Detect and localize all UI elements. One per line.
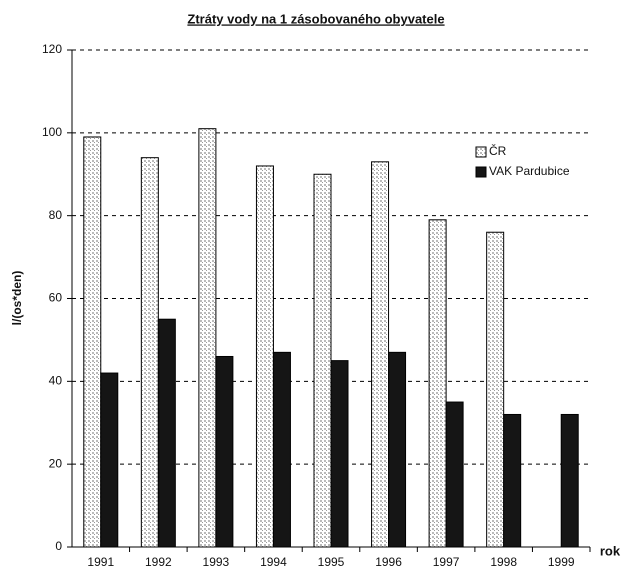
x-tick-label: 1995 (318, 555, 345, 569)
chart-title: Ztráty vody na 1 zásobovaného obyvatele (187, 11, 444, 26)
bar (198, 128, 217, 548)
legend-swatch (475, 146, 487, 158)
bar (560, 413, 579, 548)
y-tick-label: 100 (42, 125, 62, 139)
y-axis-label: l/(os*den) (10, 271, 24, 326)
x-tick-label: 1994 (260, 555, 287, 569)
bar (83, 136, 102, 548)
bar (100, 372, 119, 548)
y-tick-label: 0 (55, 539, 62, 553)
bar (140, 157, 159, 548)
y-tick-label: 80 (49, 208, 63, 222)
x-tick-label: 1999 (548, 555, 575, 569)
bar (313, 173, 332, 548)
bar (330, 360, 349, 548)
x-tick-label: 1992 (145, 555, 172, 569)
x-tick-label: 1997 (433, 555, 460, 569)
bar (371, 161, 390, 548)
legend-label: VAK Pardubice (489, 164, 570, 178)
bar (428, 219, 447, 548)
y-tick-label: 120 (42, 42, 62, 56)
x-tick-label: 1993 (203, 555, 230, 569)
x-tick-label: 1991 (87, 555, 114, 569)
bar (157, 318, 176, 548)
y-tick-label: 60 (49, 291, 63, 305)
bar (445, 401, 464, 548)
bar (388, 351, 407, 548)
bar (255, 165, 274, 548)
y-tick-label: 40 (49, 374, 63, 388)
bar (272, 351, 291, 548)
bar (215, 355, 234, 548)
y-tick-label: 20 (49, 456, 63, 470)
x-tick-label: 1996 (375, 555, 402, 569)
x-tick-label: 1998 (490, 555, 517, 569)
legend-label: ČR (489, 143, 507, 158)
bar (486, 231, 505, 548)
bar (503, 413, 522, 548)
legend-swatch (475, 166, 487, 178)
x-axis-label: rok (600, 543, 621, 558)
